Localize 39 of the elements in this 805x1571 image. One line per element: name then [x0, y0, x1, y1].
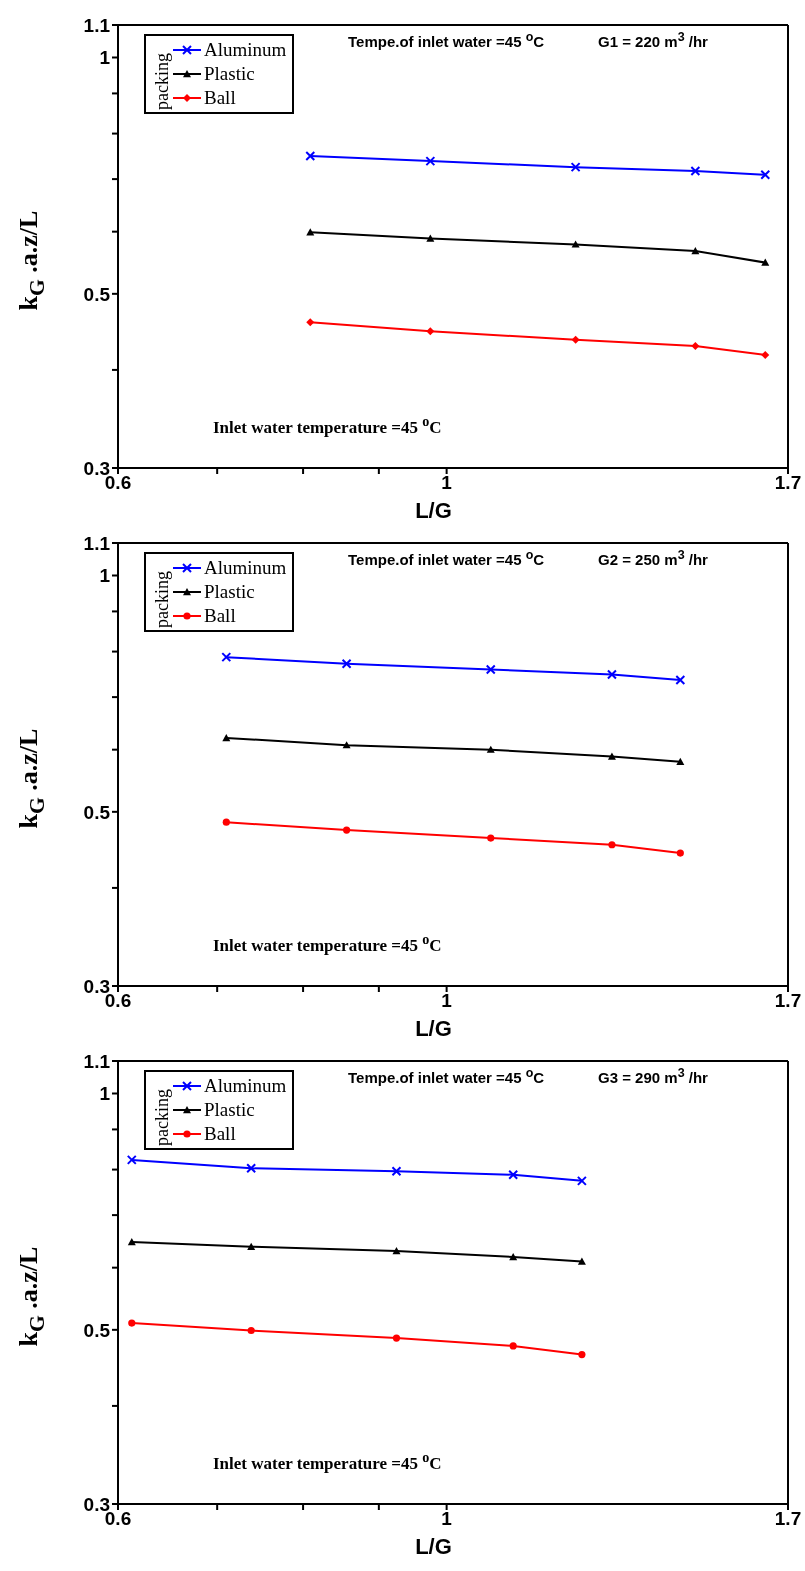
x-tick-label: 1: [441, 472, 453, 494]
x-tick-label: 1.7: [774, 1508, 802, 1530]
y-tick-label: 0.5: [83, 1319, 111, 1341]
x-tick-label: 1.7: [774, 990, 802, 1012]
x-axis-title: L/G: [414, 1534, 453, 1560]
y-tick-label: 0.5: [83, 283, 111, 305]
x-axis-title: L/G: [414, 1016, 453, 1042]
annotation: G2 = 250 m$^{3}$ /hr: [598, 548, 708, 568]
legend-label: Aluminum: [204, 38, 287, 62]
legend-label: Ball: [204, 1122, 236, 1146]
y-tick-label: 1.1: [83, 14, 111, 36]
legend-label: Ball: [204, 86, 236, 110]
y-tick-label: 1: [99, 47, 111, 69]
y-tick-label: 1.1: [83, 532, 111, 554]
annotation: G3 = 290 m$^{3}$ /hr: [598, 1066, 708, 1086]
y-tick-label: 0.5: [83, 801, 111, 823]
annotation: Tempe.of inlet water =45 $^{o}$C: [348, 548, 545, 568]
annotation: Inlet water temperature =45 $^{o}$C: [213, 413, 442, 438]
y-tick-label: 1.1: [83, 1050, 111, 1072]
annotation: Inlet water temperature =45 $^{o}$C: [213, 931, 442, 956]
legend-label: Ball: [204, 604, 236, 628]
legend-title: packing: [151, 52, 173, 110]
legend-label: Plastic: [204, 62, 255, 86]
legend-label: Aluminum: [204, 556, 287, 580]
y-tick-label: 1: [99, 565, 111, 587]
x-tick-label: 1: [441, 1508, 453, 1530]
annotation: Tempe.of inlet water =45 $^{o}$C: [348, 30, 545, 50]
x-tick-label: 1.7: [774, 472, 802, 494]
annotation: G1 = 220 m$^{3}$ /hr: [598, 30, 708, 50]
legend-label: Plastic: [204, 1098, 255, 1122]
legend-label: Plastic: [204, 580, 255, 604]
x-axis-title: L/G: [414, 498, 453, 524]
legend-title: packing: [151, 1088, 173, 1146]
annotation: Inlet water temperature =45 $^{o}$C: [213, 1449, 442, 1474]
legend-label: Aluminum: [204, 1074, 287, 1098]
annotation: Tempe.of inlet water =45 $^{o}$C: [348, 1066, 545, 1086]
y-tick-label: 1: [99, 1083, 111, 1105]
legend-title: packing: [151, 570, 173, 628]
x-tick-label: 1: [441, 990, 453, 1012]
